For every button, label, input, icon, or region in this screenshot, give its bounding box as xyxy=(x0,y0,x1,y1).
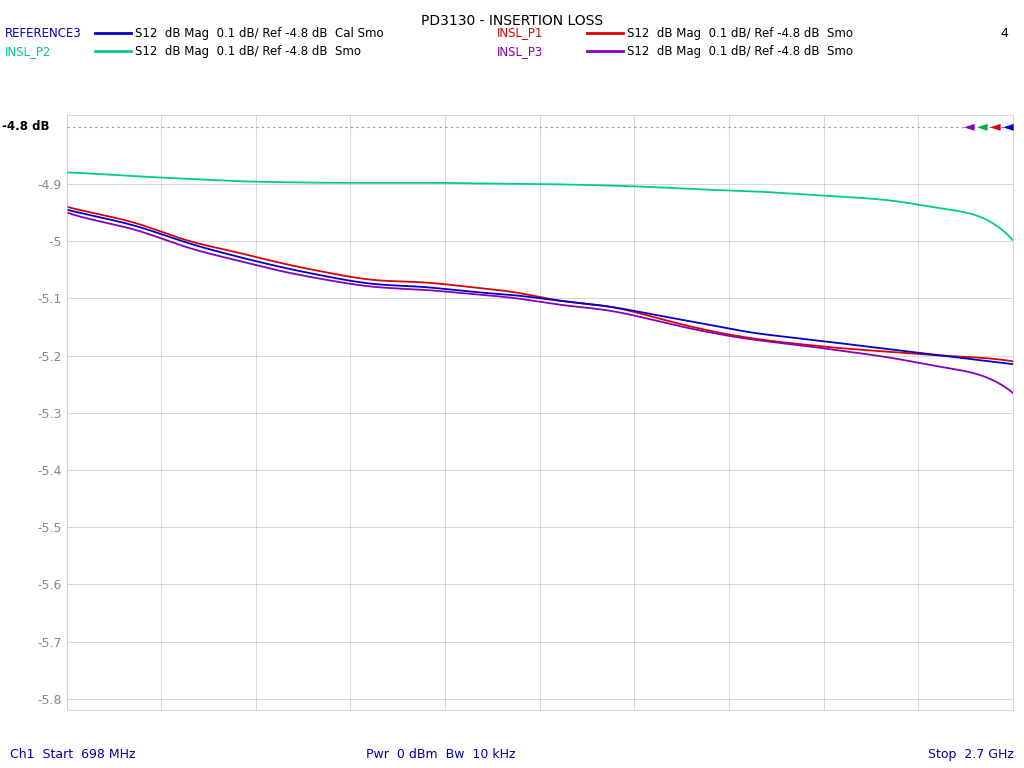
Text: ◄: ◄ xyxy=(1004,120,1014,134)
Text: S12  dB Mag  0.1 dB/ Ref -4.8 dB  Cal Smo: S12 dB Mag 0.1 dB/ Ref -4.8 dB Cal Smo xyxy=(135,27,384,39)
Text: S12  dB Mag  0.1 dB/ Ref -4.8 dB  Smo: S12 dB Mag 0.1 dB/ Ref -4.8 dB Smo xyxy=(627,27,853,39)
Text: ◄: ◄ xyxy=(990,120,1000,134)
Text: PD3130 - INSERTION LOSS: PD3130 - INSERTION LOSS xyxy=(421,14,603,28)
Text: REFERENCE3: REFERENCE3 xyxy=(5,27,82,39)
Text: Pwr  0 dBm  Bw  10 kHz: Pwr 0 dBm Bw 10 kHz xyxy=(366,748,515,760)
Text: Ch1  Start  698 MHz: Ch1 Start 698 MHz xyxy=(10,748,136,760)
Text: S12  dB Mag  0.1 dB/ Ref -4.8 dB  Smo: S12 dB Mag 0.1 dB/ Ref -4.8 dB Smo xyxy=(627,45,853,58)
Text: INSL_P3: INSL_P3 xyxy=(497,45,543,58)
Text: ◄: ◄ xyxy=(965,120,975,134)
Text: INSL_P1: INSL_P1 xyxy=(497,27,543,39)
Text: Stop  2.7 GHz: Stop 2.7 GHz xyxy=(928,748,1014,760)
Text: -4.8 dB: -4.8 dB xyxy=(2,120,49,133)
Text: 4: 4 xyxy=(1000,27,1009,39)
Text: ◄: ◄ xyxy=(977,120,987,134)
Text: INSL_P2: INSL_P2 xyxy=(5,45,51,58)
Text: S12  dB Mag  0.1 dB/ Ref -4.8 dB  Smo: S12 dB Mag 0.1 dB/ Ref -4.8 dB Smo xyxy=(135,45,361,58)
